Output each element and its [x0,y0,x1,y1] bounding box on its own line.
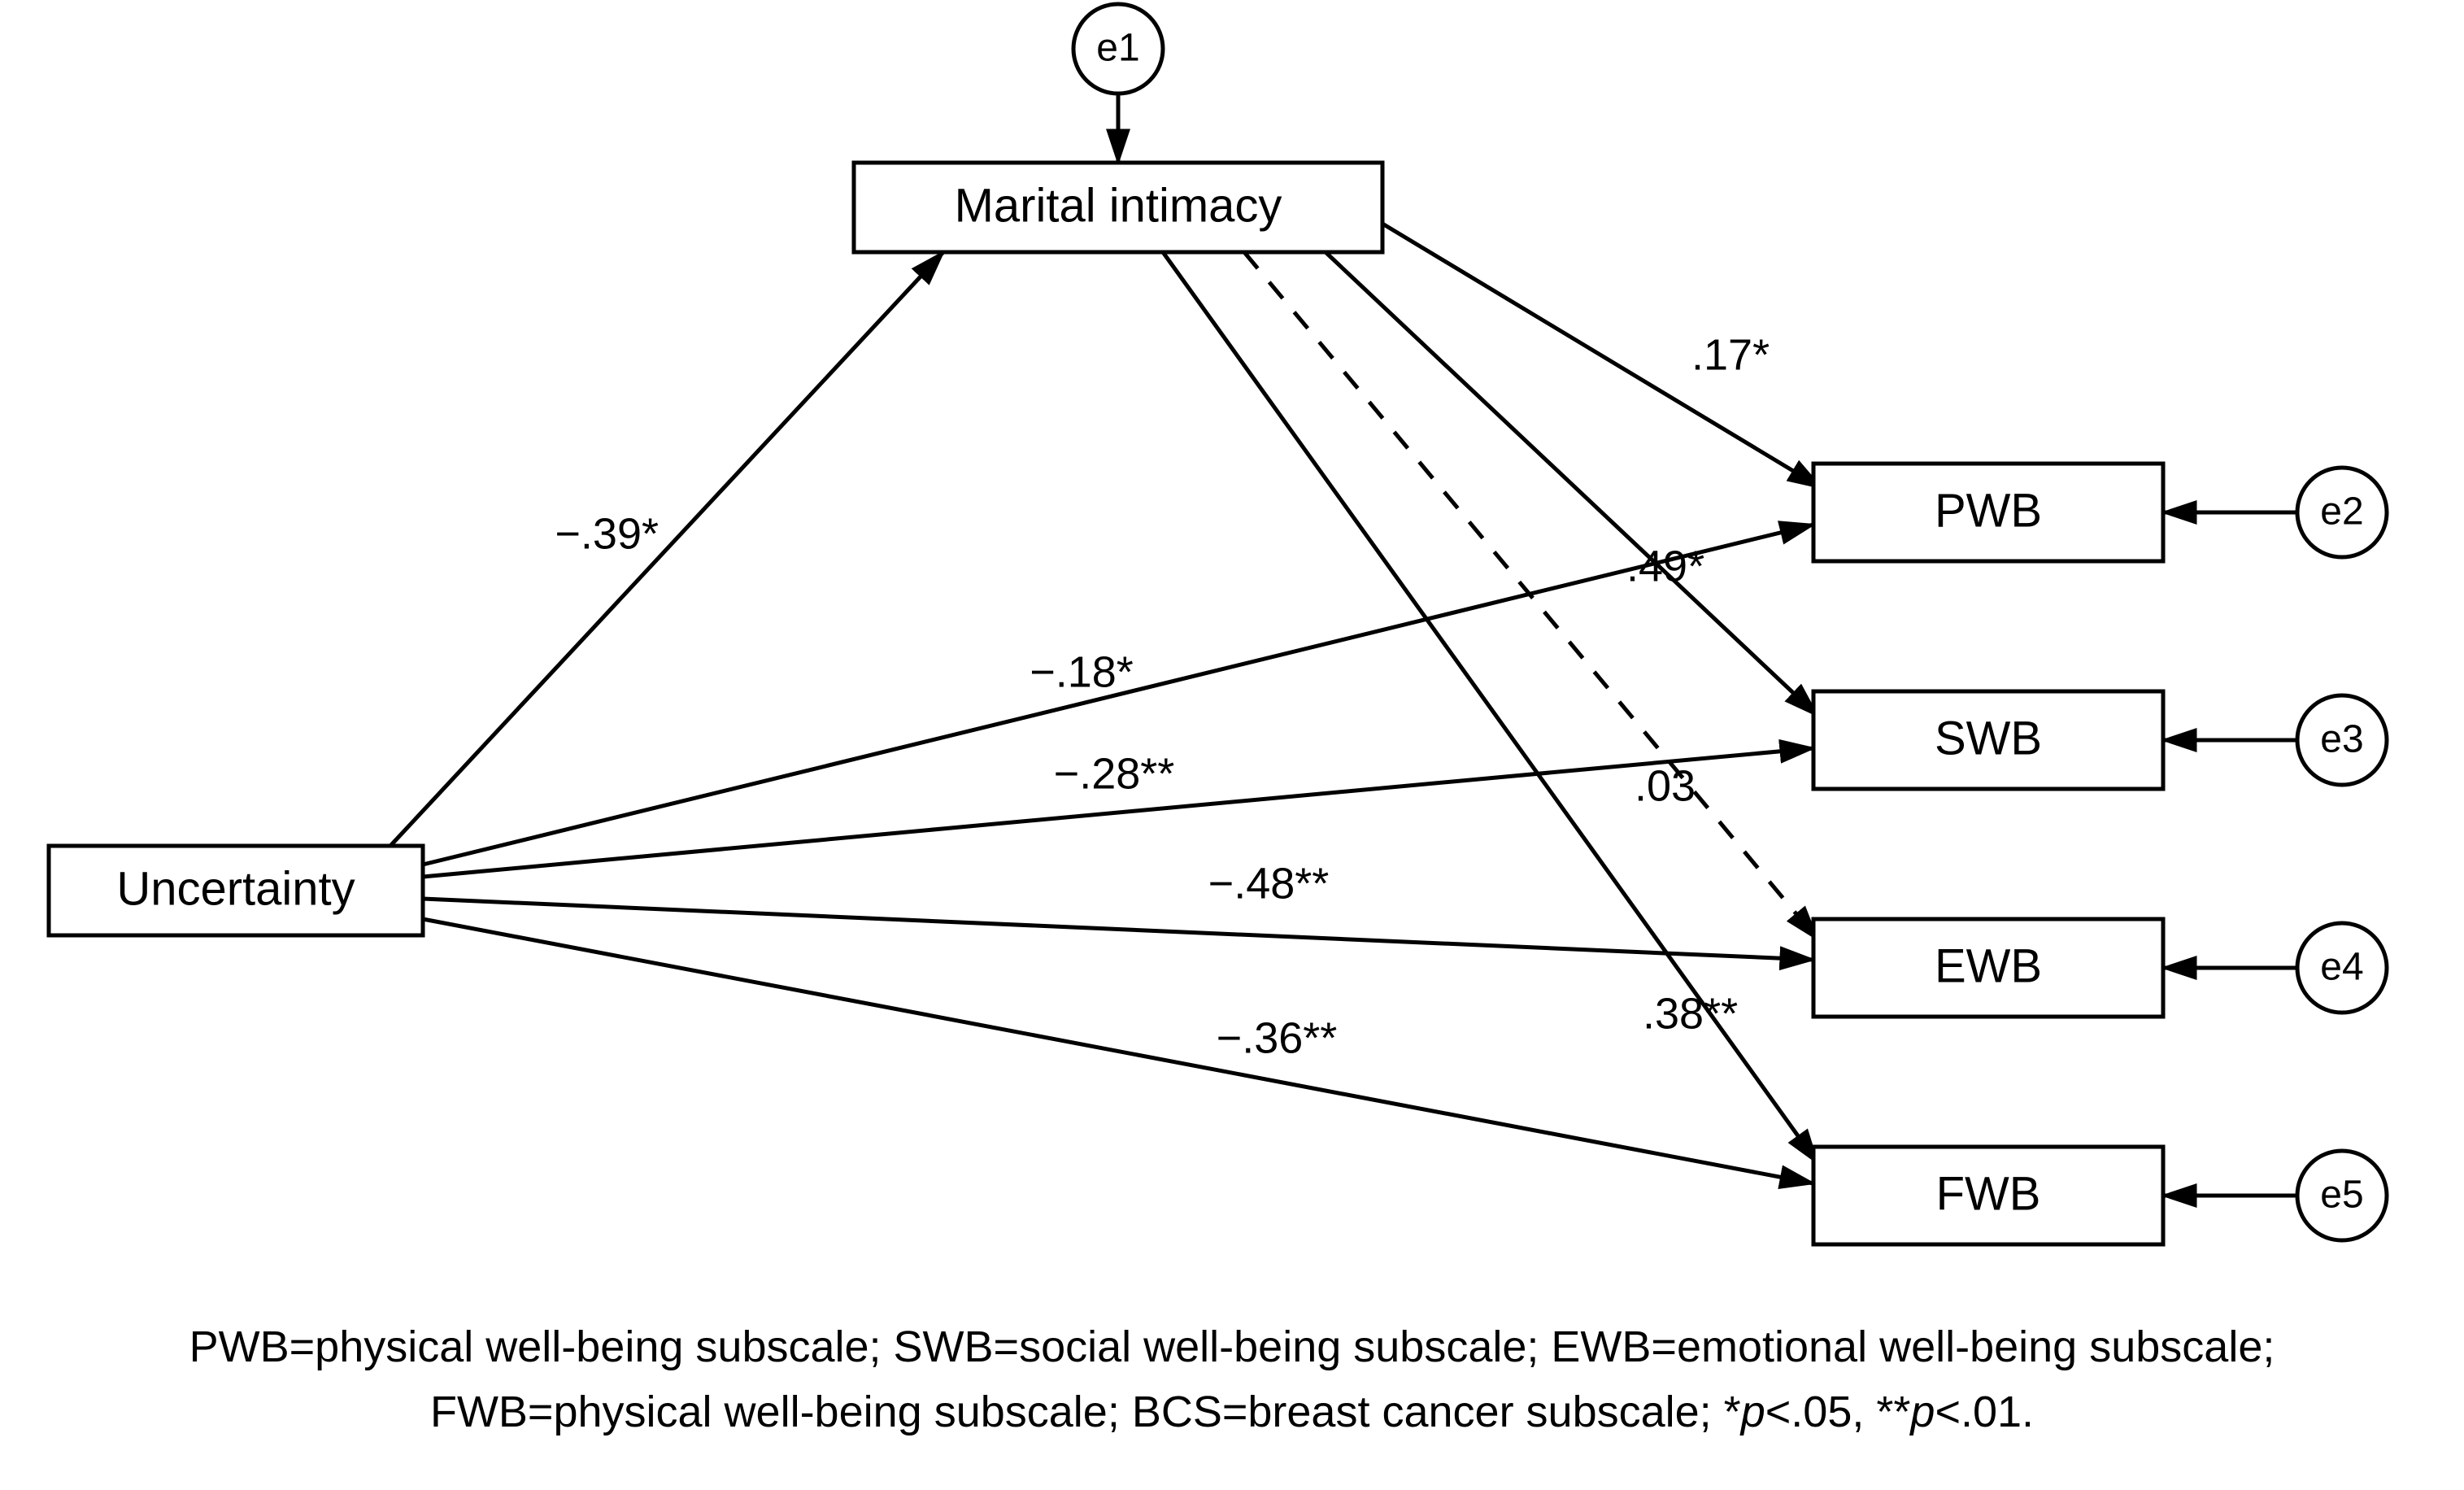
node-label-marital: Marital intimacy [955,179,1282,232]
edge-label-mar-swb: .49* [1626,542,1704,590]
caption-line-0: PWB=physical well-being subscale; SWB=so… [189,1322,2275,1371]
edge-label-unc-ewb: −.48** [1208,859,1330,908]
edge-label-mar-fwb: .38** [1643,989,1738,1038]
edge-label-mar-ewb: .03 [1635,761,1696,810]
edge-unc-ewb [423,899,1813,960]
node-label-e5: e5 [2320,1174,2363,1217]
node-label-e2: e2 [2320,490,2363,534]
node-label-swb: SWB [1935,712,2042,765]
node-label-uncertainty: Uncertainty [116,862,355,915]
edge-label-mar-pwb: .17* [1691,330,1770,379]
node-label-e4: e4 [2320,946,2363,989]
edge-label-unc-fwb: −.36** [1217,1013,1338,1062]
edge-label-unc-marital: −.39* [555,509,659,558]
node-label-pwb: PWB [1935,484,2042,537]
node-label-fwb: FWB [1936,1167,2041,1220]
edge-unc-fwb [423,919,1813,1183]
caption-line-1: FWB=physical well-being subscale; BCS=br… [430,1388,2034,1436]
node-label-ewb: EWB [1935,939,2042,992]
edge-label-unc-pwb: −.18* [1030,647,1134,696]
edge-label-unc-swb: −.28** [1054,749,1175,798]
node-label-e3: e3 [2320,718,2363,761]
node-label-e1: e1 [1096,27,1139,70]
